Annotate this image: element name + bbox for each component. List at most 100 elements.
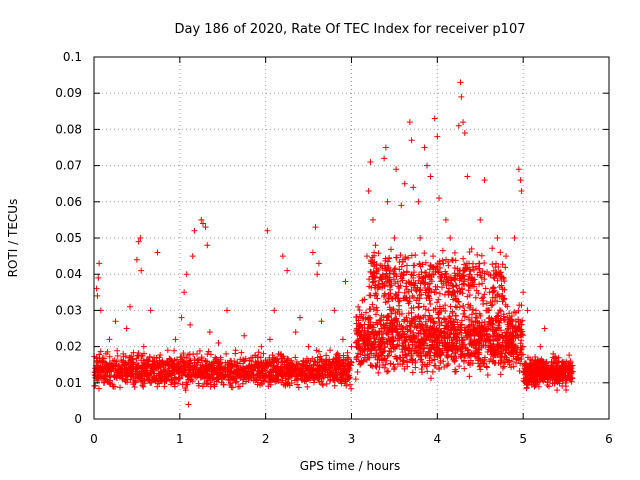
data-point (424, 284, 431, 291)
x-tick-label: 2 (262, 432, 270, 446)
data-point (458, 317, 465, 324)
data-point (255, 349, 262, 356)
data-point (490, 267, 497, 274)
data-point (348, 385, 355, 392)
data-point (433, 339, 440, 346)
data-point (439, 247, 446, 254)
data-point (362, 332, 369, 339)
data-point (535, 383, 542, 390)
data-point (519, 351, 526, 358)
data-point (305, 343, 312, 350)
data-point (215, 359, 222, 366)
data-point (432, 283, 439, 290)
data-point (92, 382, 99, 389)
data-point (183, 271, 190, 278)
data-point (275, 350, 282, 357)
data-point (431, 289, 438, 296)
data-point (249, 354, 256, 361)
data-point (491, 352, 498, 359)
data-point (323, 380, 330, 387)
data-point (294, 381, 301, 388)
data-point (459, 290, 466, 297)
data-point (199, 370, 206, 377)
data-point (369, 341, 376, 348)
data-point (442, 216, 449, 223)
data-point (454, 265, 461, 272)
data-point (427, 349, 434, 356)
data-point (421, 250, 428, 257)
data-point (460, 255, 467, 262)
data-point (556, 370, 563, 377)
y-tick-label: 0.03 (55, 303, 82, 317)
data-point (471, 283, 478, 290)
data-point (327, 347, 334, 354)
data-point (400, 357, 407, 364)
data-point (191, 364, 198, 371)
data-point (295, 360, 302, 367)
data-point (426, 295, 433, 302)
data-point (322, 367, 329, 374)
data-point (503, 342, 510, 349)
data-point (207, 371, 214, 378)
data-point (488, 302, 495, 309)
data-point (131, 383, 138, 390)
data-point (427, 173, 434, 180)
data-point (185, 372, 192, 379)
data-point (375, 369, 382, 376)
data-point (369, 330, 376, 337)
data-point (466, 322, 473, 329)
data-point (334, 350, 341, 357)
data-point (495, 332, 502, 339)
data-point (254, 372, 261, 379)
data-point (503, 253, 509, 260)
data-point (441, 340, 448, 347)
data-point (429, 337, 436, 344)
data-point (481, 177, 488, 184)
data-point (149, 361, 156, 368)
data-point (335, 365, 342, 372)
data-point (412, 313, 419, 320)
data-point (427, 316, 434, 323)
data-point (187, 360, 194, 367)
data-point (194, 357, 201, 364)
data-point (372, 328, 379, 335)
data-point (422, 318, 429, 325)
data-point (509, 349, 516, 356)
data-point (392, 310, 399, 317)
data-point (382, 255, 389, 262)
data-point (116, 372, 123, 379)
data-point (452, 303, 459, 310)
data-point (417, 235, 424, 241)
data-point (472, 307, 479, 314)
data-point (224, 372, 231, 379)
data-point (202, 357, 209, 364)
data-point (314, 271, 321, 278)
data-point (452, 350, 459, 357)
data-point (484, 371, 491, 378)
data-point (237, 373, 244, 380)
data-point (408, 271, 415, 278)
data-point (403, 286, 410, 293)
data-point (307, 377, 314, 384)
data-point (418, 342, 425, 349)
data-point (178, 314, 185, 321)
data-point (140, 383, 147, 390)
data-point (102, 350, 109, 357)
data-point (471, 326, 478, 333)
data-point (371, 259, 378, 266)
data-point (454, 288, 461, 295)
data-point (465, 351, 472, 358)
data-point (560, 369, 567, 376)
data-point (501, 286, 508, 293)
data-point (388, 246, 395, 253)
data-point (295, 366, 302, 373)
data-point (445, 346, 452, 353)
data-point (534, 358, 541, 365)
data-point (245, 376, 252, 383)
data-point (387, 341, 394, 348)
data-point (472, 344, 479, 351)
data-point (470, 340, 477, 347)
data-point (380, 347, 387, 354)
data-point (178, 371, 185, 378)
data-point (426, 313, 433, 320)
